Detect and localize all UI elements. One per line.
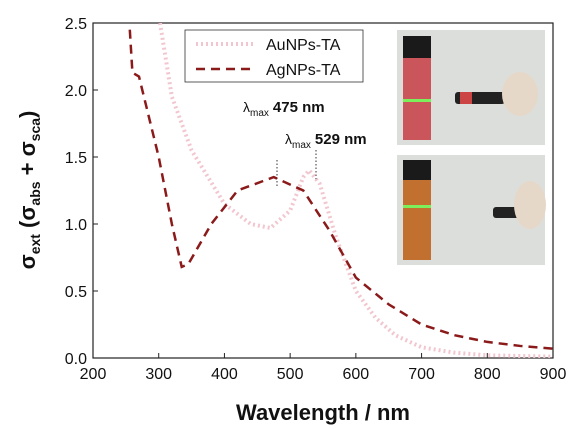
x-tick-label: 200 [80, 366, 107, 383]
y-tick-label: 1.5 [65, 150, 87, 167]
photo-bottom [397, 155, 546, 265]
annotation: λmax 529 nm [285, 131, 367, 151]
y-axis-title: σext (σabs + σsca) [15, 111, 43, 270]
y-tick-label: 0.5 [65, 284, 87, 301]
x-axis-title: Wavelength / nm [236, 400, 410, 425]
annotation-symbol: λ [285, 131, 292, 147]
y-tick-label: 1.0 [65, 217, 87, 234]
annotation-text: 529 nm [315, 131, 367, 148]
legend-label: AgNPs-TA [266, 62, 341, 79]
line-series [128, 29, 553, 350]
annotation-sub: max [250, 108, 269, 119]
y-axis-title-part: ) [15, 111, 40, 118]
y-axis-title-part: σ [15, 254, 40, 269]
y-tick-label: 2.5 [65, 16, 87, 33]
annotation: λmax 475 nm [243, 99, 325, 119]
x-tick-label: 500 [277, 366, 304, 383]
plot-frame [92, 22, 554, 359]
x-tick-label: 400 [211, 366, 238, 383]
annotation-text: 475 nm [273, 99, 325, 116]
y-axis-title-part: sca [27, 118, 43, 142]
y-tick-label: 2.0 [65, 83, 87, 100]
y-axis-title-part: + σ [15, 141, 40, 181]
photo-top [397, 30, 545, 145]
legend-box [184, 29, 364, 83]
x-tick-label: 900 [540, 366, 567, 383]
x-tick-label: 600 [343, 366, 370, 383]
x-tick-label: 700 [408, 366, 435, 383]
y-axis-title-part: (σ [15, 206, 40, 235]
x-tick-label: 300 [145, 366, 172, 383]
x-tick-label: 800 [474, 366, 501, 383]
legend-label: AuNPs-TA [266, 37, 341, 54]
annotation-sub: max [292, 140, 311, 151]
y-axis-title-part: ext [27, 234, 43, 255]
annotation-symbol: λ [243, 99, 250, 115]
y-tick-label: 0.0 [65, 351, 87, 368]
y-axis-title-part: abs [27, 181, 43, 205]
plot-lines [128, 23, 553, 358]
